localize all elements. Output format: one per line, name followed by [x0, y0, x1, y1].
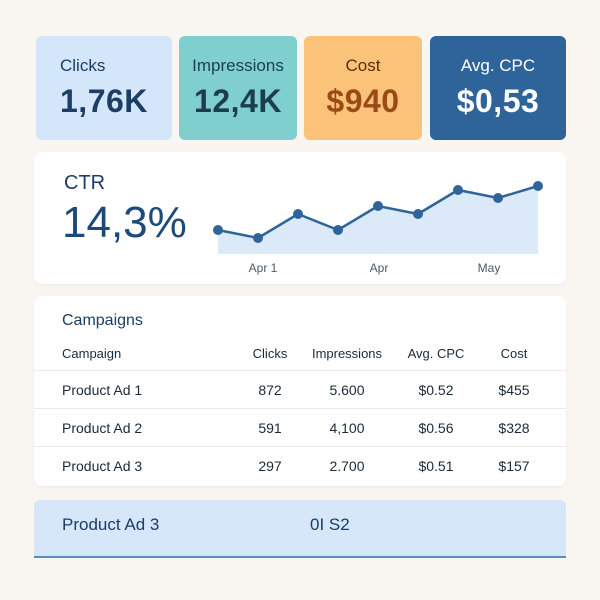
- kpi-label: Impressions: [192, 56, 284, 75]
- row-divider: [34, 446, 566, 447]
- campaigns-title: Campaigns: [62, 312, 143, 329]
- cell-avg-cpc: $0.56: [418, 420, 454, 436]
- table-row[interactable]: Product Ad 3 297 2.700 $0.51 $157: [34, 446, 566, 484]
- ctr-card: CTR 14,3% Apr 1 Apr May: [34, 152, 566, 284]
- cell-clicks: 591: [258, 420, 282, 436]
- cell-cost: $328: [498, 420, 530, 436]
- cell-avg-cpc: $0.51: [418, 458, 454, 474]
- cell-cost: $157: [498, 458, 530, 474]
- kpi-label: Avg. CPC: [460, 56, 536, 75]
- x-tick-label: Apr: [370, 261, 389, 275]
- ctr-data-point[interactable]: [493, 193, 503, 203]
- x-tick-label: Apr 1: [249, 261, 278, 275]
- ctr-data-point[interactable]: [533, 181, 543, 191]
- ctr-data-point[interactable]: [453, 185, 463, 195]
- column-header-campaign-name[interactable]: Campaign: [62, 346, 122, 361]
- ctr-data-point[interactable]: [293, 209, 303, 219]
- kpi-value: 1,76K: [60, 83, 148, 119]
- kpi-card-avg-cpc[interactable]: Avg. CPC $0,53: [430, 36, 566, 140]
- cell-campaign-name: Product Ad 1: [62, 382, 143, 398]
- cell-campaign-name: Product Ad 2: [62, 420, 143, 436]
- table-row[interactable]: Product Ad 2 591 4,100 $0.56 $328: [34, 408, 566, 446]
- column-header-avg-cpc[interactable]: Avg. CPC: [407, 346, 465, 361]
- cell-campaign-name: Product Ad 3: [62, 458, 143, 474]
- kpi-value: $940: [326, 83, 400, 119]
- column-header-clicks[interactable]: Clicks: [252, 346, 288, 361]
- ctr-data-point[interactable]: [413, 209, 423, 219]
- cell-impressions: 4,100: [329, 420, 365, 436]
- row-divider: [34, 408, 566, 409]
- ctr-value: 14,3%: [62, 198, 187, 247]
- kpi-value: 12,4K: [194, 83, 282, 119]
- kpi-card-impressions[interactable]: Impressions 12,4K: [179, 36, 297, 140]
- ctr-area-fill: [218, 186, 538, 254]
- column-header-cost[interactable]: Cost: [500, 346, 528, 361]
- cell-impressions: 2.700: [329, 458, 365, 474]
- ctr-data-point[interactable]: [253, 233, 263, 243]
- cell-avg-cpc: $0.52: [418, 382, 454, 398]
- row-divider: [34, 370, 566, 371]
- cell-cost: $455: [498, 382, 530, 398]
- ctr-label: CTR: [64, 172, 106, 194]
- kpi-label: Clicks: [60, 56, 106, 75]
- table-header-row: Campaign Clicks Impressions Avg. CPC Cost: [34, 334, 566, 372]
- cell-clicks: 297: [258, 458, 282, 474]
- ctr-trend-chart[interactable]: Apr 1 Apr May: [34, 152, 566, 284]
- x-tick-label: May: [478, 261, 501, 275]
- selected-campaign-name: Product Ad 3: [62, 515, 160, 534]
- kpi-card-clicks[interactable]: Clicks 1,76K: [36, 36, 172, 140]
- campaigns-table-card: Campaigns Campaign Clicks Impressions Avg. …: [34, 296, 566, 486]
- column-header-impressions[interactable]: Impressions: [311, 346, 383, 361]
- kpi-value: $0,53: [456, 83, 540, 119]
- cell-impressions: 5.600: [329, 382, 365, 398]
- ctr-data-point[interactable]: [333, 225, 343, 235]
- kpi-card-cost[interactable]: Cost $940: [304, 36, 422, 140]
- cell-clicks: 872: [258, 382, 282, 398]
- kpi-label: Cost: [345, 56, 381, 75]
- table-row[interactable]: Product Ad 1 872 5.600 $0.52 $455: [34, 370, 566, 408]
- selected-campaign-bar[interactable]: Product Ad 3 0I S2: [34, 500, 566, 558]
- ctr-data-point[interactable]: [373, 201, 383, 211]
- selected-campaign-value: 0I S2: [310, 515, 350, 534]
- ctr-data-point[interactable]: [213, 225, 223, 235]
